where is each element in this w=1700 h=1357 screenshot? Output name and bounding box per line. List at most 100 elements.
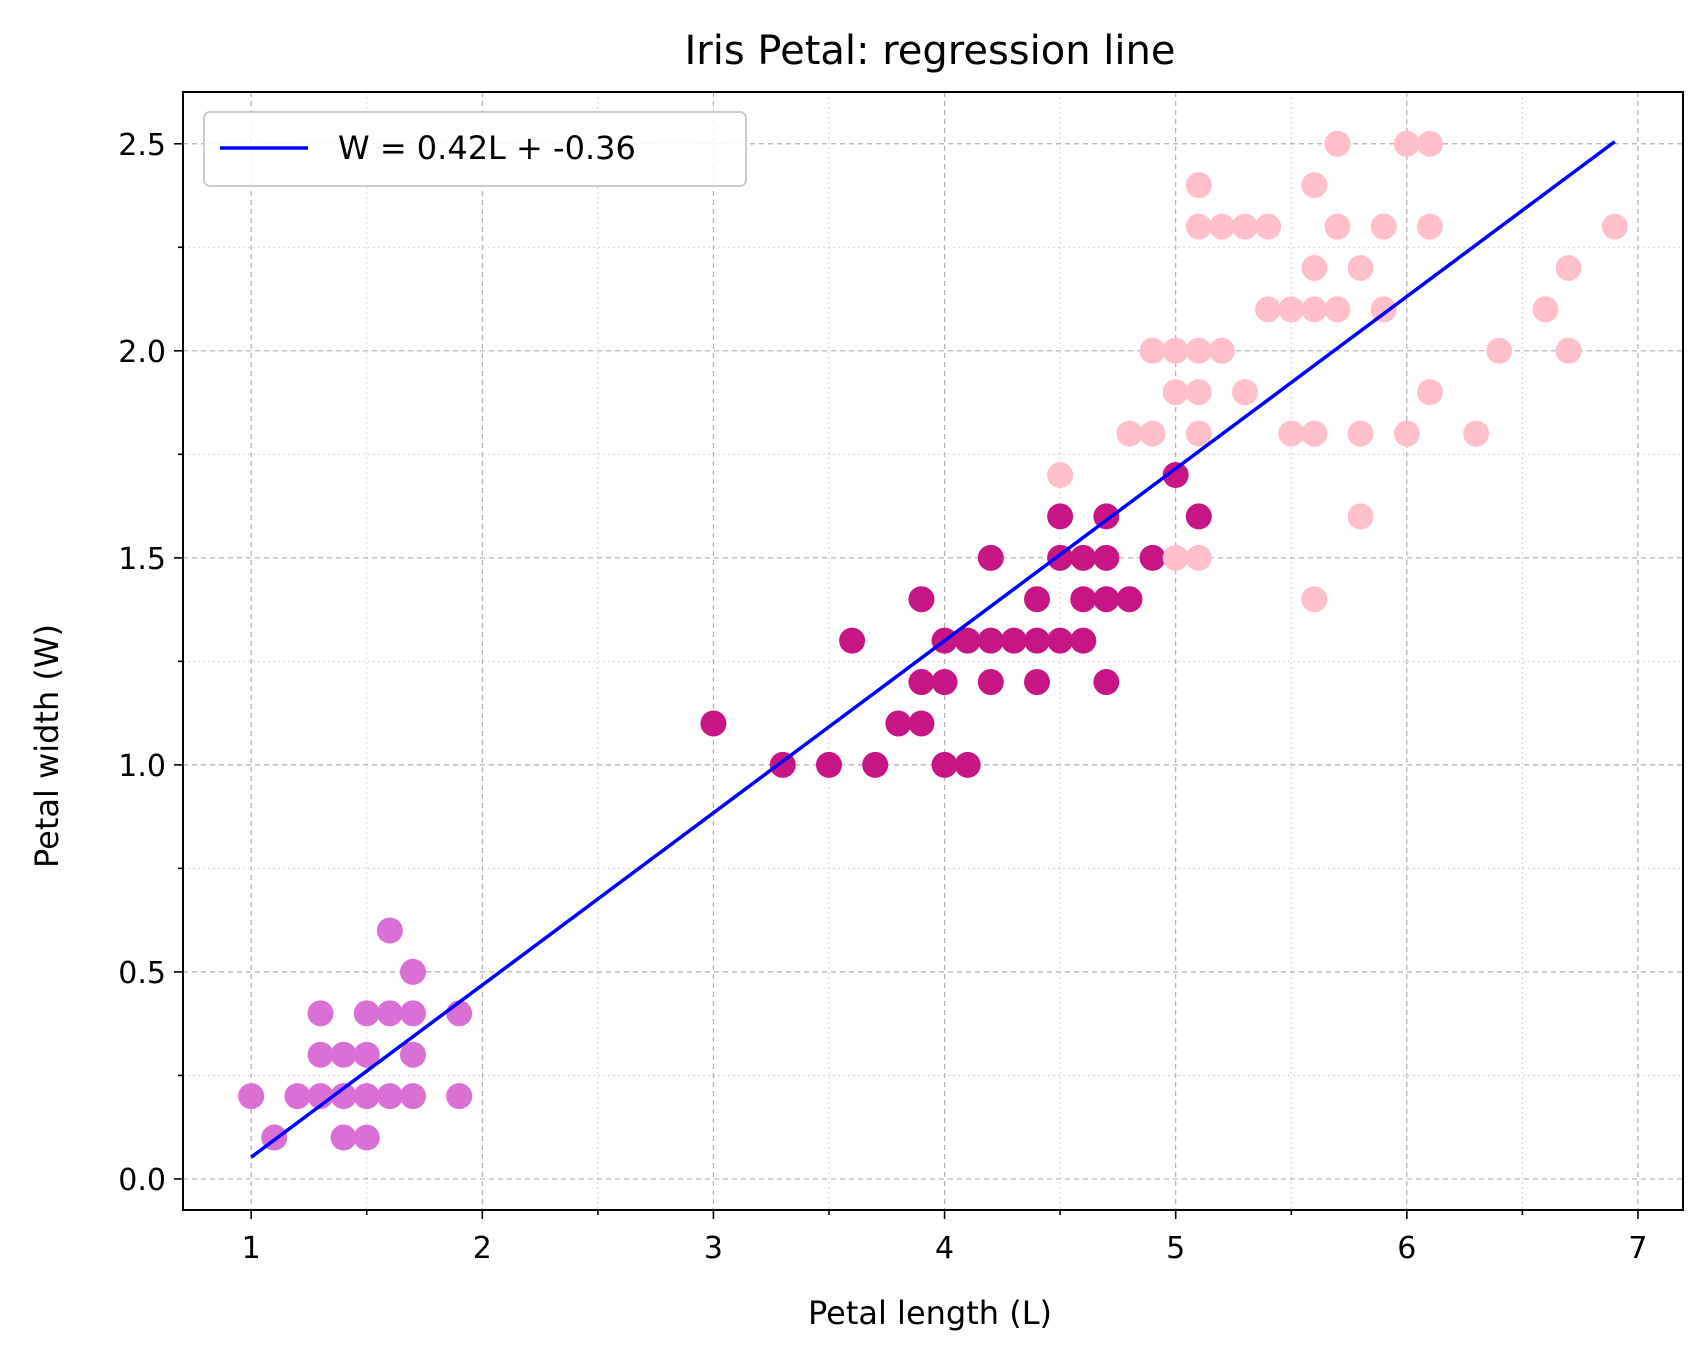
plot-frame (182, 91, 1684, 1211)
scatter-point (1416, 379, 1443, 406)
scatter-point (399, 958, 426, 985)
scatter-point (931, 751, 958, 778)
scatter-point (399, 1000, 426, 1027)
scatter-point (1139, 337, 1166, 364)
y-tick-label: 2.0 (118, 335, 166, 370)
scatter-point (1070, 586, 1097, 613)
scatter-point (885, 710, 912, 737)
scatter-point (1093, 503, 1120, 530)
scatter-point (1116, 420, 1143, 447)
scatter-point (1555, 254, 1582, 281)
scatter-point (908, 669, 935, 696)
scatter-point (862, 751, 889, 778)
scatter-point (1255, 213, 1282, 240)
scatter-point (908, 710, 935, 737)
scatter-point (1116, 586, 1143, 613)
scatter-point (1301, 586, 1328, 613)
scatter-point (1162, 462, 1189, 489)
scatter-point (1347, 420, 1374, 447)
y-tick-label: 1.0 (118, 749, 166, 784)
scatter-point (1185, 337, 1212, 364)
scatter-point (399, 1041, 426, 1068)
x-tick-label: 5 (1166, 1231, 1185, 1266)
scatter-point (1370, 296, 1397, 323)
x-tick-label: 2 (473, 1231, 492, 1266)
scatter-point (330, 1041, 357, 1068)
scatter-point (1347, 503, 1374, 530)
scatter-point (1278, 420, 1305, 447)
scatter-point (399, 1083, 426, 1110)
scatter-point (307, 1041, 334, 1068)
scatter-point (1601, 213, 1628, 240)
x-axis-label: Petal length (L) (808, 1294, 1052, 1332)
y-tick-label: 2.5 (118, 128, 166, 163)
scatter-point (1416, 130, 1443, 157)
scatter-point (353, 1000, 380, 1027)
scatter-point (1185, 544, 1212, 571)
scatter-point (1301, 254, 1328, 281)
y-tick-label: 0.5 (118, 956, 166, 991)
legend-label-regression: W = 0.42L + -0.36 (338, 129, 636, 167)
scatter-point (1000, 627, 1027, 654)
scatter-point (1185, 213, 1212, 240)
scatter-point (1162, 337, 1189, 364)
scatter-point (284, 1083, 311, 1110)
regression-line-layer (250, 140, 1616, 1159)
scatter-point (839, 627, 866, 654)
scatter-point (1185, 503, 1212, 530)
scatter-point (1301, 172, 1328, 199)
x-tick-label: 1 (242, 1231, 261, 1266)
scatter-point (1208, 213, 1235, 240)
scatter-point (1024, 669, 1051, 696)
scatter-point (908, 586, 935, 613)
y-tick-label: 0.0 (118, 1163, 166, 1198)
scatter-point (1139, 420, 1166, 447)
scatter-point (931, 669, 958, 696)
scatter-point (1232, 379, 1259, 406)
scatter-point (376, 1083, 403, 1110)
chart-title: Iris Petal: regression line (685, 28, 1176, 74)
scatter-point (1532, 296, 1559, 323)
scatter-point (1208, 337, 1235, 364)
scatter-point (1139, 544, 1166, 571)
scatter-point (1370, 213, 1397, 240)
scatter-point (446, 1083, 473, 1110)
scatter-point (1324, 213, 1351, 240)
scatter-point (1416, 213, 1443, 240)
scatter-point (1278, 296, 1305, 323)
scatter-point (1070, 544, 1097, 571)
scatter-point (954, 751, 981, 778)
legend-box (203, 111, 747, 187)
y-tick-label: 1.5 (118, 542, 166, 577)
scatter-point (1324, 130, 1351, 157)
scatter-points (238, 130, 1628, 1151)
scatter-point (954, 627, 981, 654)
scatter-point (1047, 503, 1074, 530)
scatter-point (1232, 213, 1259, 240)
x-tick-label: 4 (935, 1231, 954, 1266)
scatter-point (977, 669, 1004, 696)
x-tick-label: 7 (1628, 1231, 1647, 1266)
scatter-point (376, 917, 403, 944)
scatter-point (1393, 130, 1420, 157)
scatter-point (1301, 296, 1328, 323)
y-axis-label: Petal width (W) (28, 624, 66, 868)
scatter-point (1162, 544, 1189, 571)
scatter-point (330, 1124, 357, 1151)
x-tick-label: 3 (704, 1231, 723, 1266)
scatter-point (353, 1041, 380, 1068)
scatter-point (1024, 586, 1051, 613)
scatter-point (1093, 586, 1120, 613)
scatter-point (353, 1083, 380, 1110)
x-tick-label: 6 (1397, 1231, 1416, 1266)
scatter-point (977, 627, 1004, 654)
scatter-point (1047, 462, 1074, 489)
scatter-point (238, 1083, 265, 1110)
scatter-point (1463, 420, 1490, 447)
axis-ticks: 1 2 3 4 5 6 7 0.0 0.5 1.0 1.5 2.0 2.5 (118, 128, 1647, 1266)
scatter-point (977, 544, 1004, 571)
scatter-point (1070, 627, 1097, 654)
scatter-point (1047, 627, 1074, 654)
scatter-point (1347, 254, 1374, 281)
